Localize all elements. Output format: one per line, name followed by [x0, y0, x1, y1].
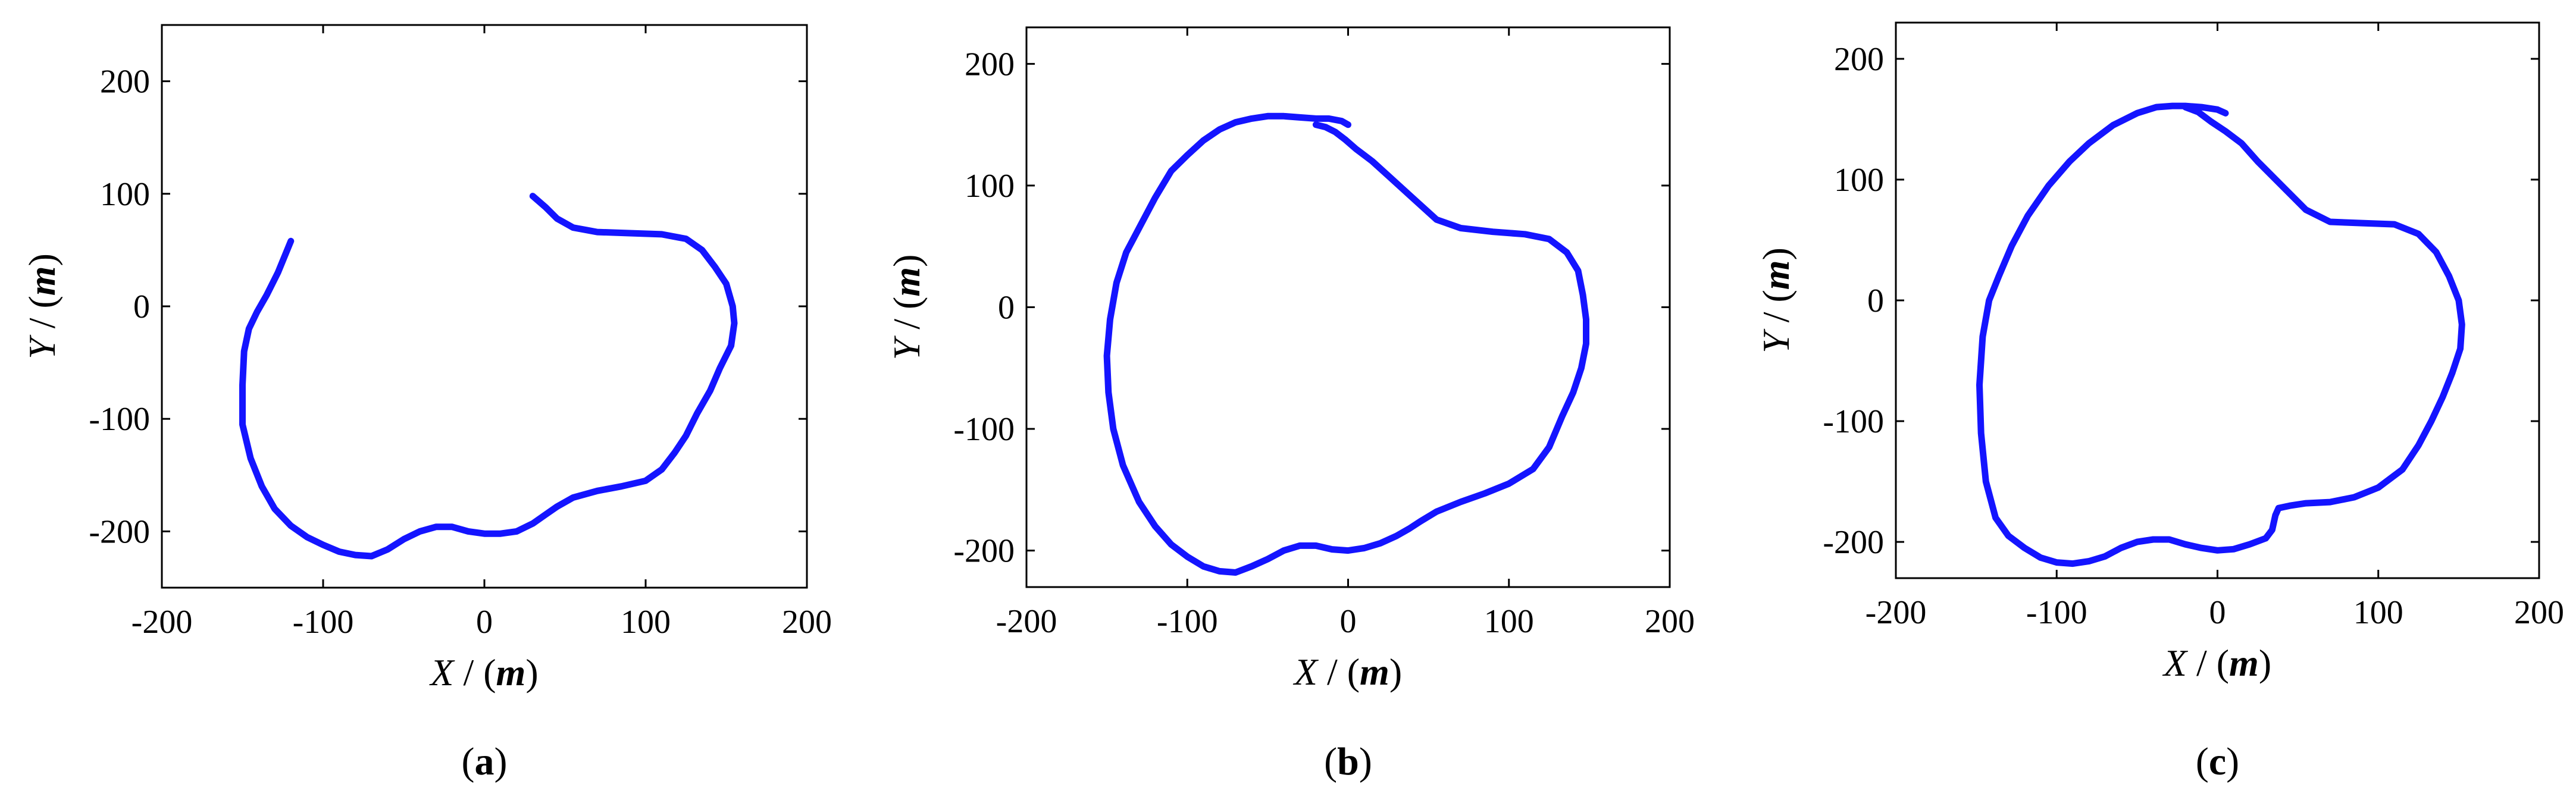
y-axis-label: Y / (m): [1755, 247, 1797, 353]
x-tick-label: -100: [2026, 594, 2087, 631]
panel-a: -200 -100 0 100 200 -200 -100 0 100 200 X / (m) Y /…: [21, 24, 832, 783]
y-tick-label: 0: [998, 290, 1015, 327]
x-axis-label: X / (m): [2162, 642, 2271, 684]
x-tick-label: 200: [782, 604, 832, 641]
x-tick-label: 100: [1484, 603, 1534, 640]
y-tick-label: 100: [965, 168, 1015, 205]
y-axis-label: Y / (m): [21, 253, 63, 359]
plot-frame: [1025, 26, 1671, 588]
x-tick-label: 0: [1340, 603, 1357, 640]
y-tick-label: 0: [1867, 283, 1884, 319]
x-tick-label: -100: [293, 604, 354, 641]
y-tick-label: -100: [953, 411, 1015, 448]
trajectory-line: [1976, 102, 2465, 567]
y-tick-label: -100: [1823, 403, 1884, 440]
x-tick-label: -200: [996, 603, 1057, 640]
y-axis-label: Y / (m): [885, 255, 928, 360]
x-tick-label: -200: [132, 604, 193, 641]
x-tick-label: 0: [2209, 594, 2226, 631]
panel-label: (b): [1324, 740, 1372, 783]
x-tick-label: -100: [1157, 603, 1218, 640]
panel-b: -200 -100 0 100 200 -200 -100 0 100 200 X / (m) Y /…: [885, 26, 1695, 783]
y-tick-label: 0: [133, 288, 150, 325]
trajectory-line: [1103, 112, 1589, 576]
y-tick-label: -100: [89, 401, 150, 438]
x-tick-label: 100: [2353, 594, 2403, 631]
panel-c: -200 -100 0 100 200 -200 -100 0 100 200 X / (m) Y /…: [1755, 21, 2564, 783]
panel-label: (c): [2196, 740, 2239, 783]
y-tick-label: 100: [1834, 162, 1884, 199]
y-tick-label: 200: [100, 64, 150, 101]
y-tick-label: 200: [965, 46, 1015, 83]
x-tick-label: 100: [621, 604, 671, 641]
trajectory-line: [239, 193, 738, 560]
y-tick-label: -200: [1823, 524, 1884, 561]
x-axis-label: X / (m): [1292, 651, 1402, 693]
y-tick-label: 100: [100, 176, 150, 213]
x-tick-label: -200: [1866, 594, 1927, 631]
x-tick-label: 200: [2514, 594, 2564, 631]
x-tick-label: 200: [1645, 603, 1695, 640]
x-tick-label: 0: [476, 604, 493, 641]
y-tick-label: 200: [1834, 41, 1884, 78]
y-tick-label: -200: [89, 513, 150, 550]
panel-label: (a): [462, 740, 508, 783]
x-axis-label: X / (m): [428, 651, 538, 694]
y-tick-label: -200: [953, 533, 1015, 570]
